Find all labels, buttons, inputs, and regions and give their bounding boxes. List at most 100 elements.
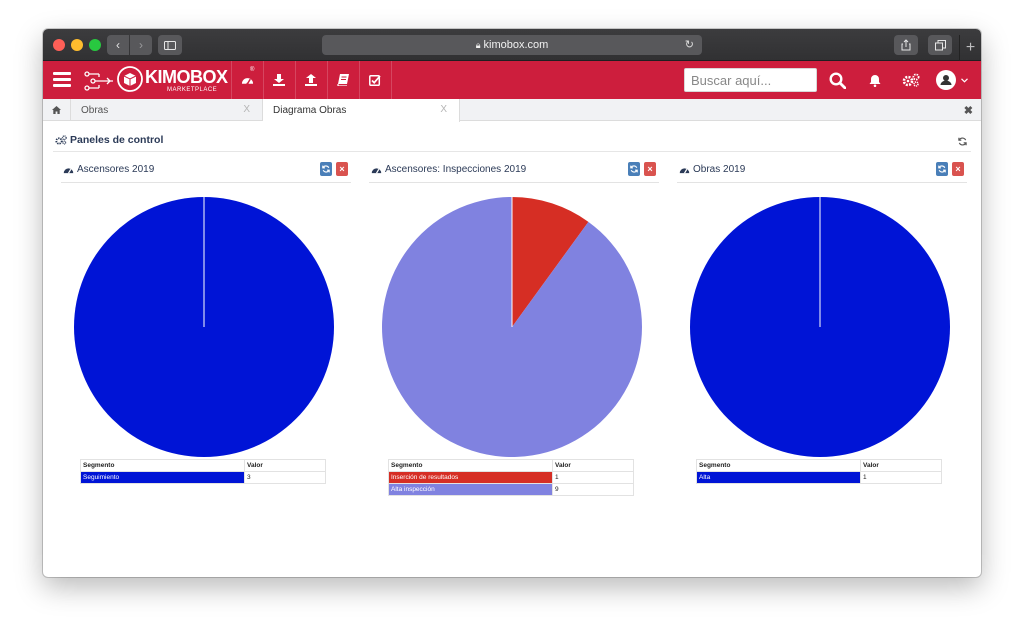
chart-panel: Ascensores 2019 × Segmento Valor Seguimiento… [61,161,351,501]
panel-title: Ascensores 2019 [63,164,154,175]
hamburger-icon [53,72,71,75]
user-avatar-icon [936,70,956,90]
table-header-row: Segmento Valor [80,459,326,472]
reload-icon[interactable]: ↻ [684,39,694,51]
refresh-icon [938,165,946,173]
download-nav-button[interactable] [263,61,295,99]
panel-close-button[interactable]: × [644,162,656,176]
back-button[interactable]: ‹ [107,35,129,55]
dashboard-refresh-button[interactable] [958,133,967,151]
new-tab-button[interactable]: + [959,35,981,61]
upload-nav-button[interactable] [295,61,327,99]
browser-toolbar: ‹ › 🔒︎ kimobox.com ↻ + [43,29,981,61]
upload-icon [305,74,317,86]
search-input[interactable] [684,68,817,92]
home-tab[interactable] [43,99,71,121]
segment-cell: Alta inspección [388,483,553,496]
panel-title-text: Ascensores 2019 [77,164,155,175]
segment-cell: Inserción de resultados [388,471,553,484]
segment-table: Segmento Valor Seguimiento 3 [80,459,326,484]
column-header-segment: Segmento [80,459,245,472]
show-tabs-button[interactable] [928,35,952,55]
close-all-tabs-button[interactable]: ✖ [963,105,973,117]
panel-close-button[interactable]: × [336,162,348,176]
panel-header: Ascensores 2019 × [61,161,351,183]
dashboard-icon [371,167,382,173]
gears-icon [55,135,67,145]
window-close-button[interactable] [53,39,65,51]
column-header-value: Valor [552,459,634,472]
chevron-left-icon: ‹ [116,38,120,52]
dashboard-icon [63,167,74,173]
home-icon [52,106,61,114]
window-zoom-button[interactable] [89,39,101,51]
refresh-icon [322,165,330,173]
hamburger-icon-bar [53,84,71,87]
nav-divider [359,61,360,99]
panel-refresh-button[interactable] [320,162,332,176]
settings-button[interactable] [895,61,927,99]
value-cell: 1 [860,471,942,484]
panel-header: Ascensores: Inspecciones 2019 × [369,161,659,183]
pie-slice[interactable] [512,197,589,327]
lock-icon: 🔒︎ [475,39,481,50]
refresh-icon [958,137,967,146]
panel-title: Ascensores: Inspecciones 2019 [371,164,526,175]
tasks-nav-button[interactable] [359,61,391,99]
panel-title-text: Obras 2019 [693,164,746,175]
chart-panel: Ascensores: Inspecciones 2019 × Segmento Va… [369,161,659,501]
pie-chart [382,197,642,457]
download-icon [273,74,285,86]
address-url: kimobox.com [483,39,549,51]
chevron-down-icon [960,77,968,83]
forward-button[interactable]: › [130,35,152,55]
book-nav-button[interactable] [327,61,359,99]
segment-table: Segmento Valor Inserción de resultados 1 Alt… [388,459,634,496]
tab-diagrama-obras[interactable]: Diagrama Obras X [263,99,460,122]
address-bar[interactable]: 🔒︎ kimobox.com ↻ [322,35,702,55]
app-logo[interactable]: KIMOBOX ® MARKETPLACE [83,64,254,96]
tab-obras[interactable]: Obras X [71,99,263,121]
tab-close-button[interactable]: X [440,104,447,115]
browser-window: ‹ › 🔒︎ kimobox.com ↻ + [43,29,981,577]
value-cell: 3 [244,471,326,484]
value-cell: 9 [552,483,634,496]
user-menu-caret[interactable] [956,61,972,99]
sidebar-icon [164,40,176,50]
column-header-value: Valor [244,459,326,472]
share-icon [901,39,911,51]
panel-title-text: Ascensores: Inspecciones 2019 [385,164,527,175]
window-minimize-button[interactable] [71,39,83,51]
search-button[interactable] [821,61,853,99]
dashboard-icon [241,78,253,85]
nav-divider [231,61,232,99]
page-title-text: Paneles de control [70,134,164,146]
table-row: Alta 1 [696,471,942,484]
column-header-segment: Segmento [388,459,553,472]
panel-refresh-button[interactable] [936,162,948,176]
brand-name: KIMOBOX [145,67,228,87]
table-row: Inserción de resultados 1 [388,471,634,484]
box-logo-icon [117,66,143,92]
panel-close-button[interactable]: × [952,162,964,176]
workspace-tabbar: Obras X Diagrama Obras X ✖ [43,99,981,122]
plus-icon: + [965,39,976,56]
tab-close-button[interactable]: X [243,104,250,115]
nav-divider [295,61,296,99]
refresh-icon [630,165,638,173]
sidebar-toggle-button[interactable] [158,35,182,55]
notifications-button[interactable] [859,61,891,99]
share-button[interactable] [894,35,918,55]
user-avatar-button[interactable] [931,61,961,99]
table-header-row: Segmento Valor [388,459,634,472]
hamburger-icon-bar [53,78,71,81]
nav-divider [391,61,392,99]
bell-icon [869,74,881,87]
pie-chart [690,197,950,457]
menu-toggle-button[interactable] [53,72,71,87]
dashboard-nav-button[interactable] [231,61,263,99]
search-icon [828,71,846,89]
panel-refresh-button[interactable] [628,162,640,176]
column-header-value: Valor [860,459,942,472]
segment-cell: Alta [696,471,861,484]
